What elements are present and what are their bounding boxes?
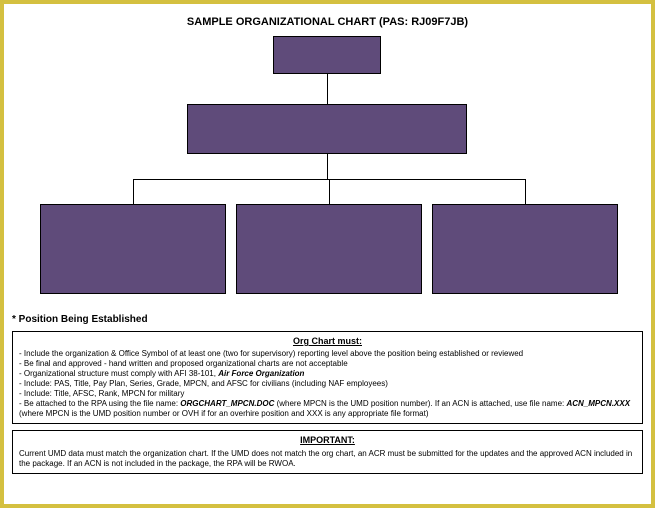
note-item: - Include: PAS, Title, Pay Plan, Series,…	[19, 379, 636, 389]
footnote: * Position Being Established	[12, 314, 643, 325]
notes-heading: IMPORTANT:	[19, 435, 636, 446]
chart-title: SAMPLE ORGANIZATIONAL CHART (PAS: RJ09F7…	[12, 16, 643, 28]
org-node-mid	[187, 104, 467, 154]
org-node-leaf1	[40, 204, 226, 294]
org-chart	[12, 36, 643, 306]
note-item: - Be final and approved - hand written a…	[19, 359, 636, 369]
connector	[133, 179, 134, 204]
notes-orgchart: Org Chart must: - Include the organizati…	[12, 331, 643, 424]
notes-heading: Org Chart must:	[19, 336, 636, 347]
org-node-root	[273, 36, 381, 74]
connector	[327, 154, 328, 179]
org-node-leaf2	[236, 204, 422, 294]
note-item: - Include: Title, AFSC, Rank, MPCN for m…	[19, 389, 636, 399]
connector	[525, 179, 526, 204]
note-text: Current UMD data must match the organiza…	[19, 449, 636, 469]
note-item: - Include the organization & Office Symb…	[19, 349, 636, 359]
org-node-leaf3	[432, 204, 618, 294]
page-border: SAMPLE ORGANIZATIONAL CHART (PAS: RJ09F7…	[0, 0, 655, 508]
notes-important: IMPORTANT: Current UMD data must match t…	[12, 430, 643, 473]
connector	[327, 74, 328, 104]
connector	[329, 179, 330, 204]
note-item: - Organizational structure must comply w…	[19, 369, 636, 379]
note-item: - Be attached to the RPA using the file …	[19, 399, 636, 419]
